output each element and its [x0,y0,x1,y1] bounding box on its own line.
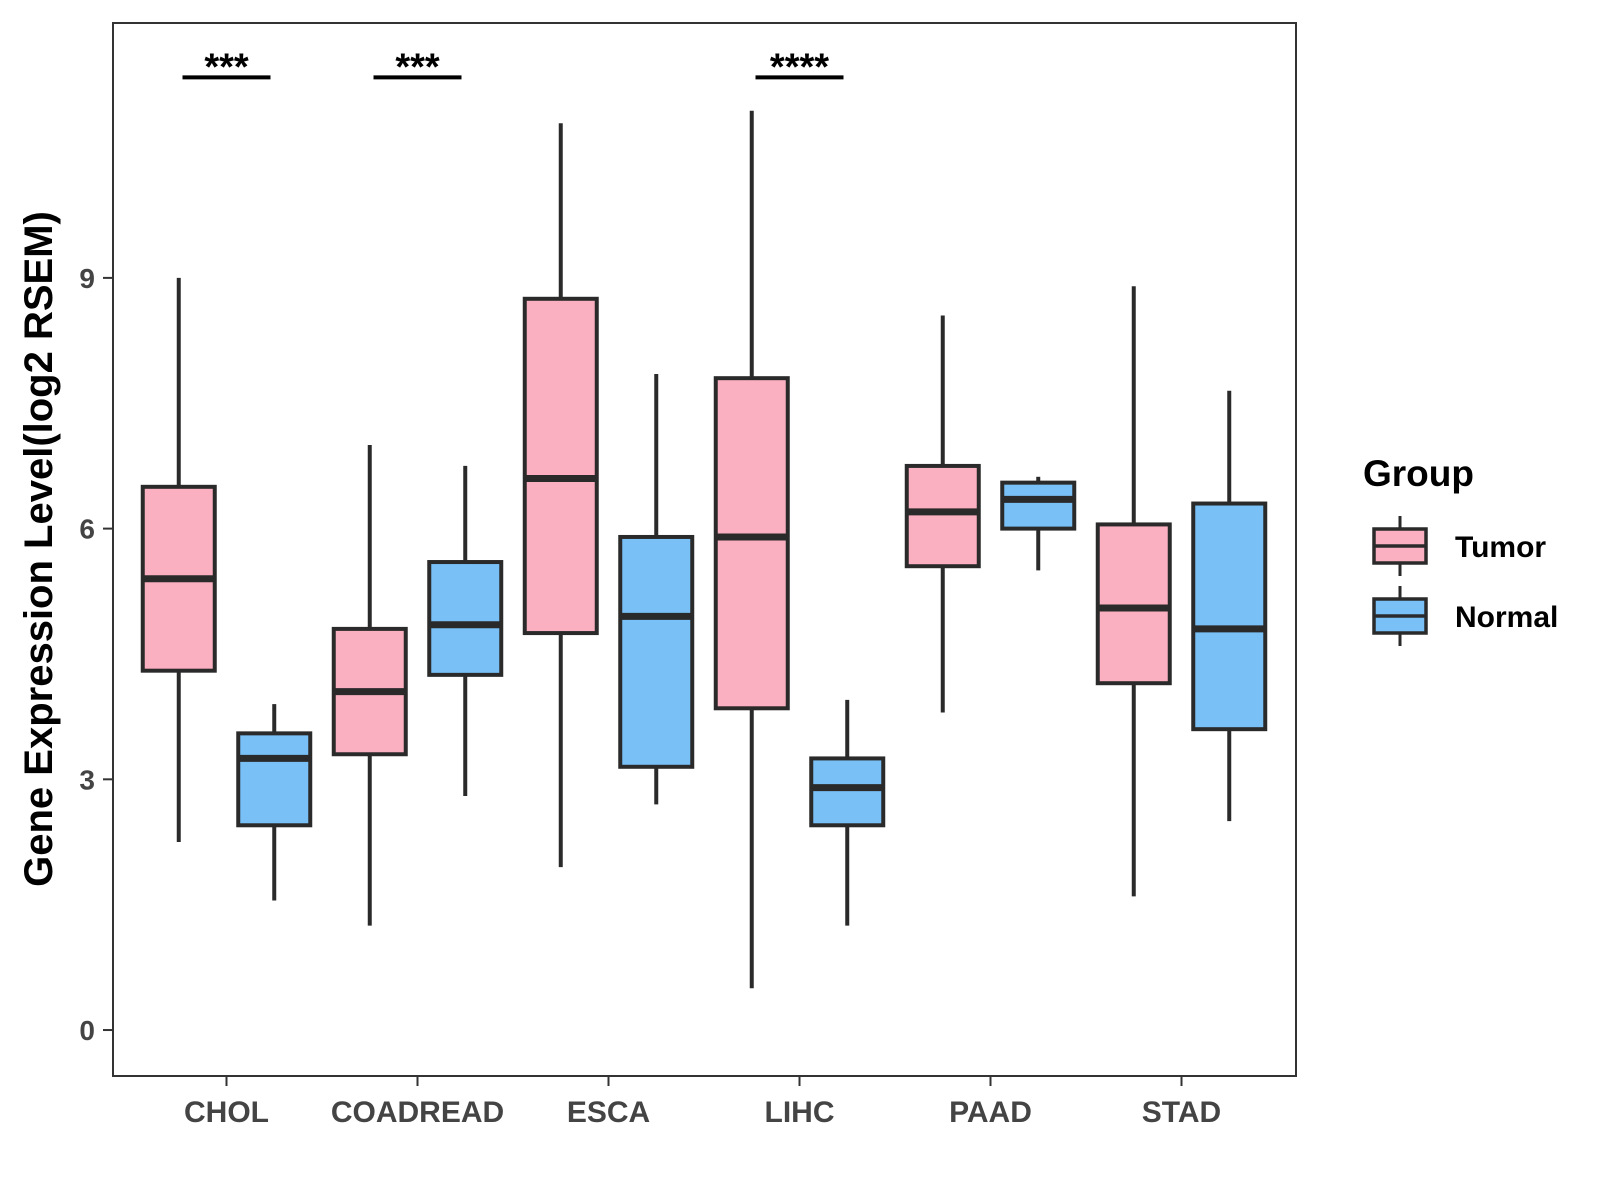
y-tick-label-6: 6 [79,514,95,545]
x-tick-label-paad: PAAD [949,1096,1032,1129]
box-normal-paad [1000,480,1077,531]
y-tick-label-3: 3 [79,764,95,795]
legend-title: Group [1363,453,1474,494]
box-normal-coadread [427,560,504,677]
box-normal-esca [618,534,695,769]
plot-marks: *** *** **** [140,46,1268,989]
legend-label-tumor: Tumor [1455,531,1546,564]
x-tick-label-stad: STAD [1142,1096,1221,1129]
legend-label-normal: Normal [1455,601,1558,634]
box-normal-lihc [809,756,886,828]
x-tick-label-coadread: COADREAD [331,1096,504,1129]
box-tumor-lihc [713,376,790,711]
x-axis: CHOL COADREAD ESCA LIHC PAAD STAD [184,1076,1221,1129]
x-tick-label-esca: ESCA [567,1096,650,1129]
x-tick-label-lihc: LIHC [765,1096,835,1129]
y-tick-label-9: 9 [79,263,95,294]
box-normal-stad [1191,501,1268,732]
box-tumor-paad [904,463,981,569]
y-axis: 0 3 6 9 [79,263,113,1046]
significance-label-lihc: **** [770,46,829,88]
box-normal-chol [236,731,313,828]
legend-entries: Tumor Normal [1372,516,1558,646]
significance-label-coadread: *** [395,46,440,88]
x-tick-label-chol: CHOL [184,1096,269,1129]
box-tumor-esca [522,296,599,636]
box-tumor-stad [1095,522,1172,686]
legend: Group Tumor Normal [1363,453,1558,646]
y-axis-title: Gene Expression Level(log2 RSEM) [17,211,61,887]
y-tick-label-0: 0 [79,1015,95,1046]
significance-label-chol: *** [204,46,249,88]
